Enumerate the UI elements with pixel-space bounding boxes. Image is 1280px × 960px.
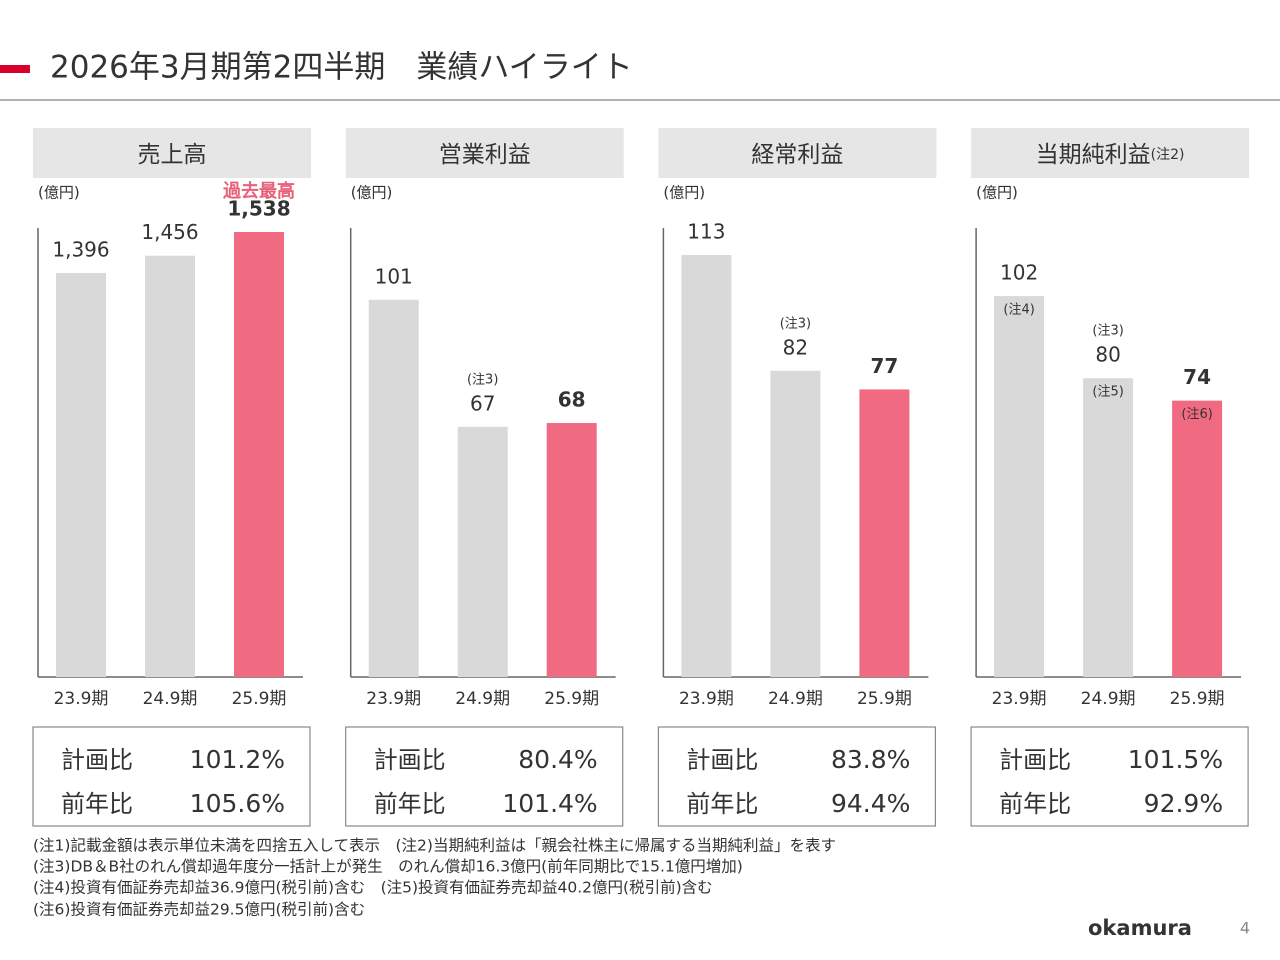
panel-title-text: 営業利益 <box>439 142 531 168</box>
panel-title: 売上高 <box>138 142 207 168</box>
comparison-label: 計画比 <box>999 746 1071 774</box>
value-label: 82 <box>783 335 808 359</box>
bar <box>681 255 732 677</box>
value-label: 1,456 <box>141 220 198 244</box>
unit-label: (億円) <box>351 184 393 202</box>
annotation: (注4) <box>1003 303 1034 318</box>
comparison-label: 計画比 <box>374 746 446 774</box>
category-label: 25.9期 <box>232 689 287 709</box>
comparison-value: 105.6% <box>190 789 285 818</box>
bar <box>145 255 195 677</box>
panel-title: 営業利益 <box>439 142 531 168</box>
bar <box>770 370 821 677</box>
panel-title-text: 売上高 <box>138 142 207 168</box>
comparison-box <box>32 726 311 827</box>
value-label: 67 <box>470 391 495 415</box>
slide-title: 2026年3月期第2四半期 業績ハイライト <box>50 50 633 86</box>
comparison-box <box>345 726 624 827</box>
comparison-value: 92.9% <box>1144 789 1223 818</box>
category-label: 23.9期 <box>54 689 109 709</box>
category-label: 24.9期 <box>768 689 823 709</box>
comparison-value: 94.4% <box>831 789 910 818</box>
comparison-box <box>657 726 937 827</box>
category-label: 24.9期 <box>455 689 510 709</box>
unit-label: (億円) <box>663 184 705 202</box>
category-label: 23.9期 <box>366 689 421 709</box>
comparison-box <box>970 726 1249 827</box>
comparison-value: 101.4% <box>502 789 597 818</box>
value-label: 113 <box>687 220 725 244</box>
bar <box>368 299 419 677</box>
comparison-value: 101.2% <box>190 745 285 774</box>
note: (注6)投資有価証券売却益29.5億円(税引前)含む <box>33 901 365 919</box>
comparison-label: 前年比 <box>999 790 1071 818</box>
value-label: 68 <box>558 388 586 412</box>
value-label: 102 <box>1000 261 1038 285</box>
panel-header <box>33 128 311 178</box>
bar <box>56 273 106 677</box>
annotation: (注6) <box>1181 407 1212 422</box>
category-label: 23.9期 <box>992 689 1047 709</box>
panel-header <box>971 128 1250 178</box>
value-label: 1,396 <box>52 238 109 262</box>
panel-title: 当期純利益(注2) <box>1036 142 1185 168</box>
comparison-label: 計画比 <box>61 746 133 774</box>
value-label: 80 <box>1095 343 1120 367</box>
note: (注3)DB＆B社のれん償却過年度分一括計上が発生 のれん償却16.3億円(前年… <box>33 858 743 876</box>
panel-title-text: 当期純利益 <box>1036 142 1151 168</box>
note: (注1)記載金額は表示単位未満を四捨五入して表示 (注2)当期純利益は「親会社株… <box>33 837 836 855</box>
unit-label: (億円) <box>976 184 1018 202</box>
annotation: 過去最高 <box>223 180 295 202</box>
panel-header <box>658 128 937 178</box>
value-label: 74 <box>1183 365 1211 389</box>
bar <box>1172 400 1223 677</box>
comparison-value: 80.4% <box>518 745 597 774</box>
logo: okamura <box>1088 916 1192 940</box>
panel-header <box>345 128 624 178</box>
comparison-label: 前年比 <box>374 790 446 818</box>
bar <box>1083 378 1134 677</box>
annotation: (注5) <box>1092 385 1123 400</box>
category-label: 24.9期 <box>143 689 198 709</box>
bar <box>234 232 284 677</box>
value-label: 101 <box>375 264 413 288</box>
comparison-label: 前年比 <box>61 790 133 818</box>
panel-title-text: 経常利益 <box>751 142 843 168</box>
title-mark <box>0 65 30 73</box>
comparison-label: 計画比 <box>686 746 758 774</box>
category-label: 25.9期 <box>544 689 599 709</box>
page-number: 4 <box>1240 919 1250 938</box>
category-label: 23.9期 <box>679 689 734 709</box>
note: (注4)投資有価証券売却益36.9億円(税引前)含む (注5)投資有価証券売却益… <box>33 879 713 897</box>
category-label: 25.9期 <box>857 689 912 709</box>
panel-title: 経常利益 <box>751 142 843 168</box>
bar <box>994 296 1045 677</box>
bar <box>457 426 508 677</box>
value-label: 77 <box>870 354 898 378</box>
comparison-label: 前年比 <box>686 790 758 818</box>
annotation: (注3) <box>780 316 811 331</box>
value-label: 1,538 <box>227 197 290 221</box>
comparison-value: 83.8% <box>831 745 910 774</box>
annotation: (注3) <box>1092 324 1123 339</box>
annotation: (注3) <box>467 372 498 387</box>
bar <box>859 389 910 677</box>
category-label: 24.9期 <box>1081 689 1136 709</box>
panel-title-note: (注2) <box>1151 147 1185 163</box>
category-label: 25.9期 <box>1170 689 1225 709</box>
comparison-value: 101.5% <box>1128 745 1223 774</box>
bar <box>546 423 597 677</box>
unit-label: (億円) <box>38 184 80 202</box>
notes: (注1)記載金額は表示単位未満を四捨五入して表示 (注2)当期純利益は「親会社株… <box>33 837 836 919</box>
